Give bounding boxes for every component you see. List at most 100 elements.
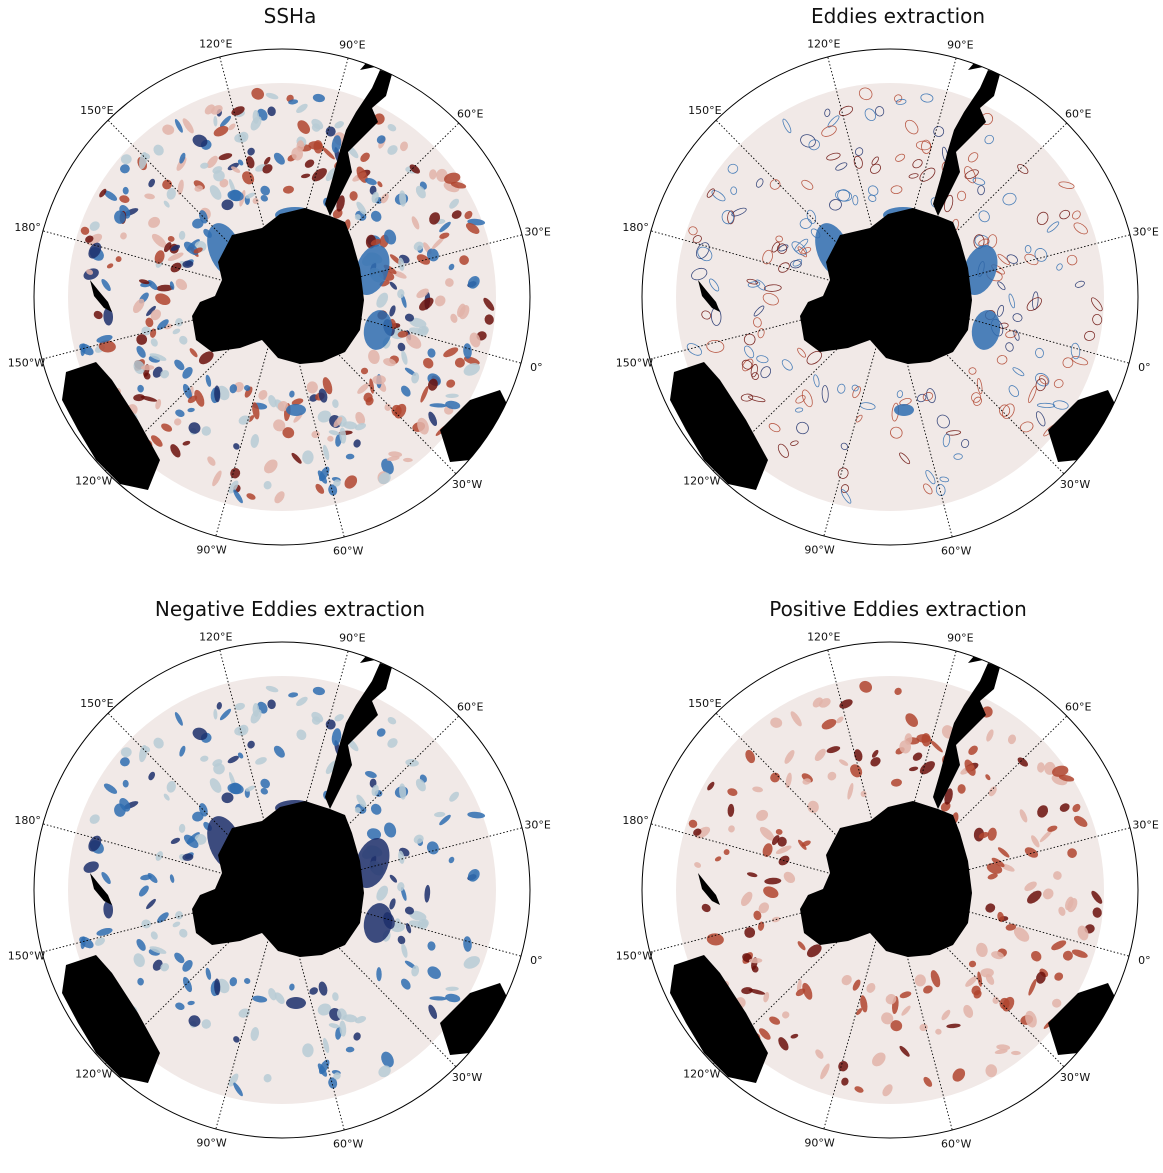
eddy-mark xyxy=(213,116,218,127)
eddy-mark xyxy=(213,125,229,137)
eddy-mark xyxy=(837,383,846,394)
eddy-mark xyxy=(978,238,990,246)
eddy-mark xyxy=(381,458,394,475)
eddy-mark xyxy=(901,1005,911,1016)
eddy-mark xyxy=(394,403,407,419)
eddy-mark xyxy=(386,456,400,462)
eddy-mark xyxy=(144,193,155,200)
eddy-mark xyxy=(984,134,994,145)
eddy-mark xyxy=(762,249,773,265)
eddy-mark xyxy=(332,399,339,408)
longitude-label: 90°E xyxy=(947,632,973,645)
eddy-mark xyxy=(820,1063,830,1080)
eddy-mark xyxy=(829,199,842,211)
eddy-mark xyxy=(838,1060,849,1072)
coastal-anomaly xyxy=(363,310,393,350)
eddy-mark xyxy=(445,393,459,399)
coastal-anomaly xyxy=(971,310,1001,350)
eddy-mark xyxy=(219,178,229,188)
eddy-mark xyxy=(192,134,208,148)
meridian-gridline xyxy=(215,938,270,1130)
eddy-mark xyxy=(103,190,118,201)
meridian-gridline xyxy=(42,230,234,285)
eddy-mark xyxy=(231,166,241,173)
eddy-mark xyxy=(133,394,145,402)
eddy-mark xyxy=(1054,972,1064,981)
eddy-mark xyxy=(151,233,167,248)
eddy-mark xyxy=(1013,329,1020,341)
australia-landmass xyxy=(62,362,160,490)
eddy-mark xyxy=(742,358,754,372)
eddy-mark xyxy=(859,402,876,410)
eddy-mark xyxy=(86,269,94,275)
eddy-mark xyxy=(267,699,276,710)
eddy-mark xyxy=(785,772,792,788)
longitude-label: 30°W xyxy=(1060,478,1090,491)
eddy-mark xyxy=(372,375,386,385)
eddy-mark xyxy=(721,210,735,225)
eddy-mark xyxy=(179,152,186,164)
eddy-mark xyxy=(201,426,212,436)
eddy-mark xyxy=(182,976,193,993)
eddy-mark xyxy=(381,1051,394,1068)
eddy-mark xyxy=(756,355,769,364)
eddy-mark xyxy=(755,279,766,291)
eddy-mark xyxy=(288,99,299,105)
eddy-mark xyxy=(231,106,245,116)
eddy-mark xyxy=(731,207,747,217)
eddy-mark xyxy=(748,988,766,995)
eddy-mark xyxy=(150,309,162,321)
eddy-mark xyxy=(188,1015,201,1027)
eddy-mark xyxy=(207,456,216,466)
eddy-mark xyxy=(146,898,156,910)
eddy-mark xyxy=(1025,1010,1037,1028)
eddy-mark xyxy=(1052,400,1069,410)
eddy-mark xyxy=(247,740,255,749)
eddy-mark xyxy=(213,763,225,775)
eddy-mark xyxy=(163,793,170,801)
eddy-mark xyxy=(88,835,102,852)
eddy-mark xyxy=(1084,330,1096,341)
eddy-mark xyxy=(283,185,294,194)
eddy-mark xyxy=(94,937,106,946)
eddy-mark xyxy=(775,828,783,835)
eddy-mark xyxy=(1006,254,1018,264)
eddy-mark xyxy=(835,162,848,171)
eddy-mark xyxy=(919,1023,928,1032)
eddy-mark xyxy=(871,156,879,166)
eddy-mark xyxy=(317,1003,332,1016)
eddy-mark xyxy=(409,910,427,921)
antarctica-landmass xyxy=(800,801,972,957)
eddy-mark xyxy=(371,191,379,203)
meridian-gridline xyxy=(712,924,855,1065)
eddy-mark xyxy=(268,988,277,1001)
eddy-mark xyxy=(968,960,977,968)
eddy-mark xyxy=(885,994,897,1005)
eddy-mark xyxy=(149,353,167,361)
eddy-mark xyxy=(250,1027,259,1041)
eddy-mark xyxy=(762,843,773,857)
eddy-mark xyxy=(162,179,173,190)
eddy-mark xyxy=(345,1046,355,1053)
eddy-mark xyxy=(985,903,996,913)
eddy-mark xyxy=(155,293,171,305)
meridian-gridline xyxy=(219,56,270,249)
eddy-mark xyxy=(172,328,181,335)
eddy-mark xyxy=(1039,375,1049,385)
eddy-mark xyxy=(967,152,979,163)
eddy-mark xyxy=(389,281,398,290)
eddy-mark xyxy=(252,995,268,1003)
eddy-mark xyxy=(746,278,758,285)
eddy-mark xyxy=(229,384,238,394)
eddy-mark xyxy=(397,330,409,338)
eddy-mark xyxy=(424,884,431,903)
eddy-mark xyxy=(238,1008,250,1018)
eddy-mark xyxy=(389,305,396,317)
eddy-mark xyxy=(289,390,295,398)
eddy-mark xyxy=(151,435,163,447)
eddy-mark xyxy=(161,423,173,432)
eddy-mark xyxy=(454,357,465,368)
eddy-mark xyxy=(908,173,919,179)
eddy-mark xyxy=(122,779,129,788)
eddy-mark xyxy=(914,974,926,987)
